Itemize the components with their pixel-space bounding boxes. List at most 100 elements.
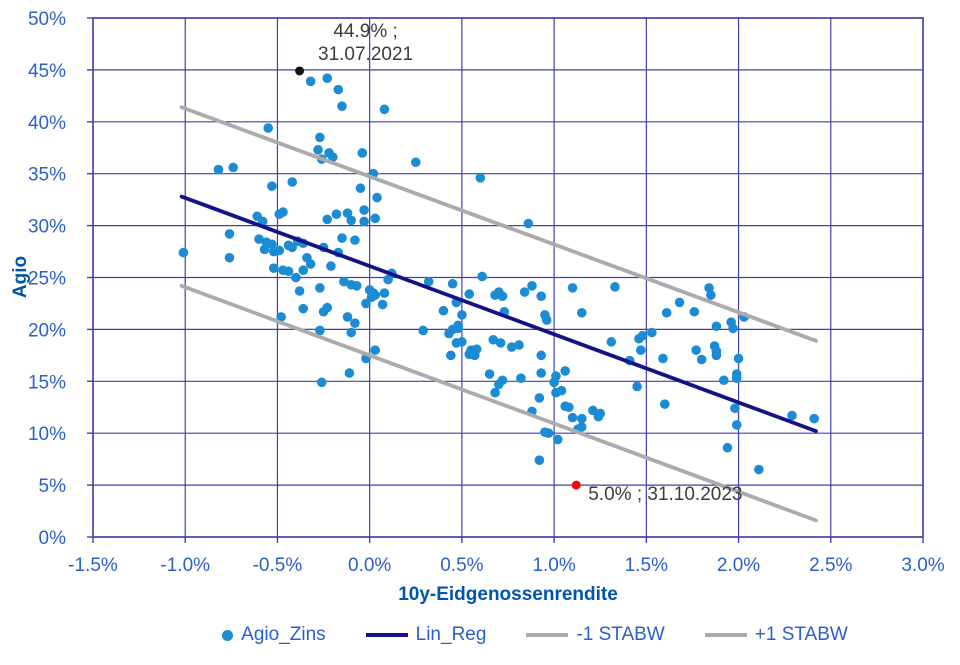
data-point [294, 286, 305, 296]
data-point [704, 283, 714, 293]
data-point [610, 282, 620, 292]
y-tick-label: 25% [28, 269, 66, 290]
data-point [696, 354, 707, 365]
data-point [342, 312, 353, 322]
data-point [346, 215, 357, 226]
data-point [305, 76, 316, 87]
data-point [274, 245, 285, 256]
data-point [536, 291, 546, 301]
data-point [331, 209, 342, 219]
data-point [446, 350, 456, 361]
data-point [689, 306, 700, 317]
data-point [178, 247, 189, 258]
data-point [567, 283, 578, 293]
data-point [322, 73, 333, 84]
data-point [379, 104, 390, 115]
y-tick-label: 50% [28, 9, 66, 30]
annotation-2021-high-label: 44.9% ; [333, 21, 397, 42]
data-point [731, 420, 742, 430]
data-point [228, 162, 238, 173]
legend-line-marker-icon [704, 633, 747, 637]
data-point [728, 323, 738, 334]
data-point [711, 321, 722, 332]
data-point [267, 181, 277, 191]
data-point [318, 306, 329, 317]
data-point [350, 318, 360, 328]
data-point [359, 216, 369, 227]
y-tick-label: 35% [28, 165, 66, 186]
data-point [809, 413, 819, 424]
legend-line-marker-icon [526, 633, 569, 637]
data-point [536, 368, 546, 378]
data-point [355, 183, 366, 194]
data-point [534, 393, 545, 403]
data-point [213, 164, 224, 175]
x-tick-label: -1.5% [68, 555, 118, 576]
data-point [534, 455, 545, 465]
data-point [691, 345, 701, 355]
annotation-2023-low-point [571, 480, 581, 490]
data-point [647, 327, 657, 338]
data-point [370, 290, 381, 300]
data-point [254, 234, 264, 244]
legend-item--1-stabw: +1 STABW [704, 624, 848, 646]
data-point [298, 265, 309, 276]
y-tick-label: 45% [28, 61, 66, 82]
data-point [315, 283, 325, 293]
legend-item-lin-reg: Lin_Reg [365, 624, 487, 646]
data-point [315, 325, 325, 336]
data-point [359, 205, 369, 215]
y-tick-label: 15% [28, 372, 66, 393]
data-point [263, 123, 274, 133]
data-point [305, 259, 316, 269]
data-point [576, 422, 587, 432]
annotation-2021-high-point [295, 66, 305, 76]
y-tick-label: 0% [39, 528, 67, 549]
data-point [418, 325, 428, 336]
data-point [711, 350, 722, 361]
data-point [370, 345, 381, 355]
data-point [327, 152, 338, 162]
data-point [475, 173, 486, 183]
data-point [350, 235, 360, 245]
legend-item-label: Agio_Zins [241, 624, 326, 645]
data-point [346, 327, 357, 338]
x-tick-label: 0.5% [440, 555, 483, 576]
x-tick-label: 2.0% [717, 555, 760, 576]
data-point [326, 261, 336, 271]
data-point [567, 412, 578, 423]
data-point [674, 297, 685, 308]
legend-item--1-stabw: -1 STABW [526, 624, 665, 646]
data-point [527, 281, 537, 291]
annotation-2021-high-label: 31.07.2021 [318, 44, 413, 65]
legend-item-label: Lin_Reg [415, 624, 487, 645]
y-tick-label: 5% [39, 476, 67, 497]
data-point [322, 214, 333, 225]
data-point [493, 379, 504, 390]
data-point [477, 271, 487, 282]
data-point [267, 239, 277, 250]
data-point [495, 338, 506, 348]
data-point [372, 192, 382, 203]
data-point [787, 410, 797, 421]
data-point [268, 263, 279, 273]
data-point [733, 353, 744, 364]
x-tick-label: 1.5% [625, 555, 668, 576]
legend-line-marker-icon [365, 633, 408, 637]
data-point [344, 368, 355, 378]
y-tick-label: 40% [28, 113, 66, 134]
data-point [283, 266, 294, 277]
data-point [576, 413, 587, 424]
y-tick-label: 20% [28, 320, 66, 341]
legend: Agio_Zins Lin_Reg -1 STABW +1 STABW [120, 624, 950, 646]
data-point [379, 288, 390, 298]
data-point [754, 464, 764, 475]
data-point [464, 289, 475, 299]
data-point [543, 428, 554, 439]
data-point [731, 369, 742, 379]
data-point [276, 312, 286, 322]
data-point [438, 305, 449, 316]
data-point [224, 229, 235, 239]
